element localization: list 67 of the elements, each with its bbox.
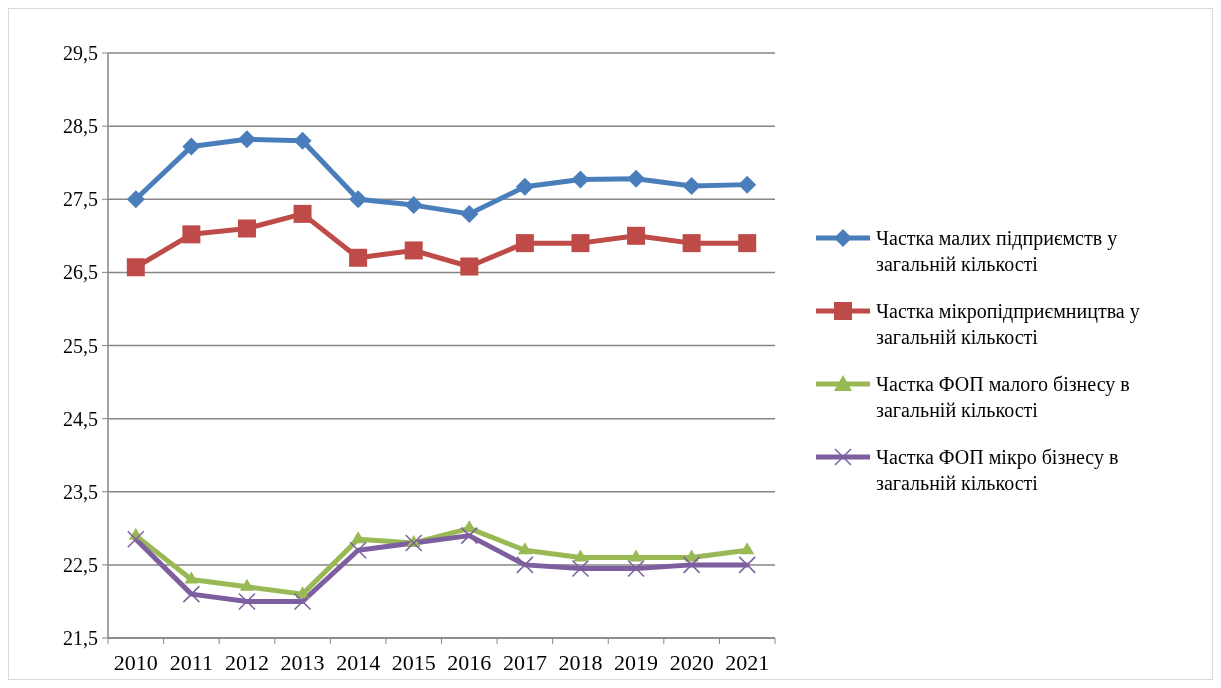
point bbox=[238, 592, 256, 611]
x-tick-label: 2010 bbox=[113, 650, 158, 675]
point bbox=[127, 530, 145, 549]
point bbox=[184, 571, 199, 584]
point bbox=[627, 169, 646, 188]
point bbox=[682, 556, 701, 574]
point bbox=[237, 219, 256, 238]
y-tick-label: 22,5 bbox=[63, 553, 98, 576]
x-tick-label: 2013 bbox=[280, 650, 325, 675]
x-tick-label: 2018 bbox=[558, 650, 603, 675]
point bbox=[349, 190, 368, 209]
point bbox=[293, 204, 312, 223]
y-tick-label: 23,5 bbox=[63, 480, 98, 503]
point bbox=[627, 559, 645, 578]
point bbox=[571, 170, 590, 189]
x-tick-label: 2015 bbox=[391, 650, 436, 675]
x-tick-label: 2021 bbox=[725, 650, 770, 675]
point bbox=[404, 196, 423, 215]
point bbox=[515, 234, 534, 253]
point bbox=[517, 542, 532, 555]
point bbox=[738, 556, 756, 574]
legend-label: Частка малих підприємств у загальній кількості bbox=[876, 227, 1118, 275]
point bbox=[460, 257, 479, 276]
point bbox=[349, 248, 368, 267]
point bbox=[349, 541, 367, 559]
legend-label: Частка ФОП мікро бізнесу в загальній кількості bbox=[876, 446, 1119, 494]
point bbox=[571, 559, 590, 578]
point bbox=[182, 225, 201, 244]
point bbox=[460, 204, 479, 223]
point bbox=[126, 258, 145, 277]
point bbox=[516, 556, 534, 574]
point bbox=[293, 592, 312, 611]
x-tick-label: 2019 bbox=[614, 650, 659, 675]
y-tick-label: 27,5 bbox=[63, 188, 98, 211]
point bbox=[351, 531, 366, 544]
y-tick-label: 29,5 bbox=[63, 42, 98, 64]
x-tick-label: 2020 bbox=[669, 650, 714, 675]
x-tick-label: 2016 bbox=[447, 650, 492, 675]
point bbox=[182, 137, 201, 156]
point bbox=[126, 190, 145, 209]
x-tick-label: 2011 bbox=[169, 650, 213, 675]
point bbox=[629, 549, 644, 562]
y-tick-label: 28,5 bbox=[63, 115, 98, 138]
point bbox=[573, 549, 588, 562]
point bbox=[182, 585, 201, 603]
point bbox=[738, 175, 757, 194]
y-tick-label: 26,5 bbox=[63, 261, 98, 284]
point bbox=[740, 542, 755, 555]
point bbox=[682, 234, 701, 253]
point bbox=[404, 241, 423, 260]
point bbox=[460, 526, 479, 545]
legend-label: Частка мікропідприємництва у загальній кількості bbox=[876, 300, 1140, 348]
point bbox=[515, 177, 534, 196]
x-tick-label: 2014 bbox=[336, 650, 381, 675]
legend-label: Частка ФОП малого бізнесу в загальній кількості bbox=[876, 373, 1130, 421]
point bbox=[571, 234, 590, 253]
point bbox=[627, 226, 646, 245]
y-tick-label: 21,5 bbox=[63, 627, 98, 649]
x-tick-label: 2017 bbox=[502, 650, 547, 675]
x-tick-label: 2012 bbox=[224, 650, 269, 675]
point bbox=[237, 130, 256, 149]
point bbox=[404, 534, 423, 552]
point bbox=[239, 578, 254, 591]
y-tick-label: 25,5 bbox=[63, 334, 98, 357]
y-tick-label: 24,5 bbox=[63, 407, 98, 430]
point bbox=[738, 234, 757, 253]
point bbox=[682, 177, 701, 196]
